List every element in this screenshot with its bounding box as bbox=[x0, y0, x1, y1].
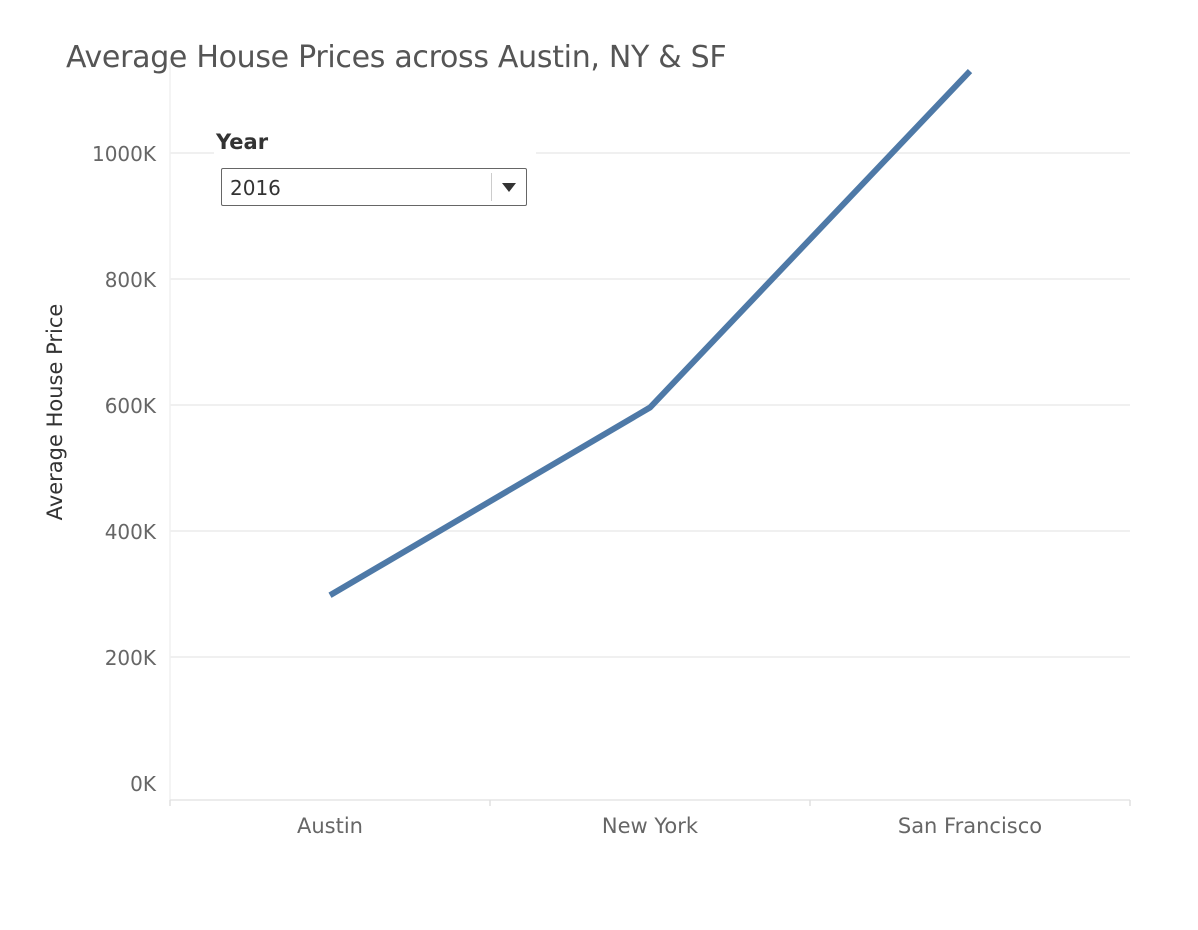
y-tick-label: 800K bbox=[105, 268, 157, 292]
axes bbox=[169, 60, 1131, 806]
x-tick-label: San Francisco bbox=[898, 814, 1042, 838]
year-filter: Year 2016 bbox=[214, 130, 536, 216]
y-tick-label: 600K bbox=[105, 394, 157, 418]
y-tick-labels: 0K 200K 400K 600K 800K 1000K bbox=[92, 142, 157, 796]
select-divider bbox=[491, 173, 492, 201]
series bbox=[328, 69, 973, 598]
y-tick-label: 0K bbox=[130, 772, 157, 796]
y-tick-label: 1000K bbox=[92, 142, 157, 166]
year-filter-label: Year bbox=[216, 130, 269, 154]
year-select[interactable]: 2016 bbox=[221, 168, 527, 206]
year-select-value: 2016 bbox=[230, 176, 281, 200]
y-tick-label: 200K bbox=[105, 646, 157, 670]
x-tick-labels: Austin New York San Francisco bbox=[297, 814, 1042, 838]
x-tick-label: Austin bbox=[297, 814, 363, 838]
x-tick-label: New York bbox=[602, 814, 699, 838]
chevron-down-icon[interactable] bbox=[502, 183, 516, 192]
y-tick-label: 400K bbox=[105, 520, 157, 544]
chart-title: Average House Prices across Austin, NY &… bbox=[66, 40, 727, 75]
y-axis-label: Average House Price bbox=[43, 304, 67, 521]
